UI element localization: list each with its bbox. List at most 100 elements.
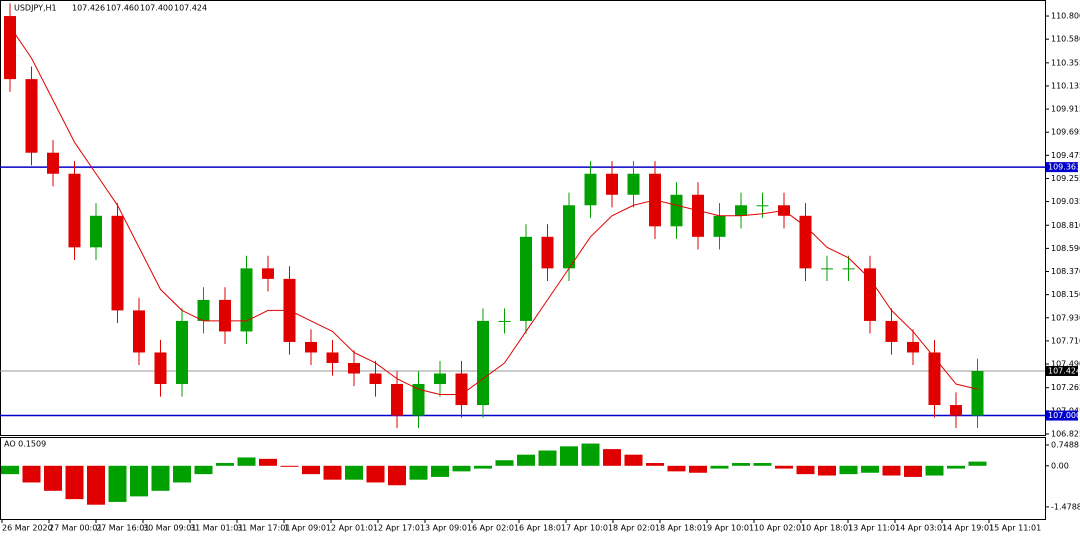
y-tick-label: 109.035 [1051, 197, 1080, 206]
ao-bar [667, 465, 686, 472]
candle-body [68, 173, 81, 248]
x-tick-label: 14 Apr 19:01 [942, 524, 994, 533]
candle-body [154, 352, 167, 385]
ao-bar [732, 463, 750, 466]
ao-bar [65, 465, 84, 500]
moving-average [9, 26, 978, 396]
price-label: 107.424 [1048, 366, 1080, 375]
candle-body [520, 236, 532, 321]
x-tick-label: 30 Mar 09:01 [143, 524, 196, 533]
ao-bar [194, 465, 213, 475]
candle-body [326, 352, 339, 363]
x-tick-label: 9 Apr 10:01 [707, 524, 754, 533]
ao-bar [818, 465, 836, 476]
x-tick-label: 2 Apr 01:01 [331, 524, 378, 533]
ao-bar [323, 465, 342, 480]
candle-body [584, 173, 597, 206]
ao-bar [947, 465, 965, 469]
x-tick-label: 1 Apr 09:01 [284, 524, 331, 533]
ao-bar [388, 465, 406, 486]
y-tick-label: 109.475 [1051, 151, 1080, 160]
header-quote: 107.460 [106, 4, 139, 13]
candle-body [197, 299, 210, 321]
ao-bar [968, 461, 987, 466]
ao-bar [775, 465, 793, 469]
x-tick-label: 8 Apr 18:01 [660, 524, 707, 533]
ao-bar [108, 465, 127, 502]
ao-bar [87, 465, 105, 505]
candle-body [455, 373, 468, 406]
ao-bar [237, 457, 256, 466]
y-tick-label: 109.255 [1051, 174, 1080, 183]
candle-body [670, 194, 683, 227]
x-tick-label: 10 Apr 02:01 [754, 524, 806, 533]
price-tag [1046, 365, 1078, 376]
ao-bar [151, 465, 170, 491]
y-tick-label: 109.695 [1051, 128, 1080, 137]
header-quote: 107.426 [72, 4, 105, 13]
level-tag [1046, 410, 1078, 421]
candle-body [692, 194, 704, 237]
ao-bar [839, 465, 858, 475]
ao-bar [409, 465, 428, 480]
candle-body [477, 320, 489, 406]
ao-bar [452, 465, 471, 472]
ao-bar [925, 465, 944, 476]
candle-body [25, 79, 38, 153]
ao-bar [796, 465, 815, 475]
candle-body [262, 268, 274, 279]
candle-body [885, 320, 898, 342]
ao-bar [603, 449, 621, 466]
y-tick-label: 0.00 [1051, 461, 1069, 470]
x-tick-label: 2 Apr 17:01 [378, 524, 425, 533]
ao-bar [366, 465, 385, 483]
y-tick-label: 108.370 [1051, 267, 1080, 276]
y-tick-label: 107.710 [1051, 336, 1080, 345]
x-tick-label: 3 Apr 09:01 [425, 524, 472, 533]
y-tick-label: 110.800 [1051, 12, 1080, 21]
candle-body [391, 384, 403, 416]
candle-body [971, 370, 984, 416]
ao-bar [538, 450, 557, 466]
y-tick-label: 106.825 [1051, 429, 1080, 438]
ao-bar [646, 463, 664, 466]
x-tick-label: 27 Mar 16:01 [96, 524, 149, 533]
candle-body [348, 362, 360, 374]
ao-bar [280, 465, 299, 467]
y-tick-label: 109.915 [1051, 105, 1080, 114]
candle-body [842, 268, 855, 270]
ao-bar [345, 465, 363, 480]
candle-body [821, 268, 833, 270]
candle-body [950, 405, 962, 416]
ao-bar [581, 443, 600, 466]
candle-body [111, 215, 124, 311]
candle-body [133, 310, 145, 353]
ao-bar [689, 465, 707, 473]
candle-body [864, 268, 876, 321]
ao-bar [710, 465, 729, 469]
y-tick-label: 107.930 [1051, 313, 1080, 322]
x-tick-label: 31 Mar 01:01 [190, 524, 243, 533]
candle-body [563, 205, 575, 269]
candle-body [498, 320, 511, 322]
y-tick-label: -1.4788 [1051, 502, 1080, 511]
ao-bar [624, 454, 643, 466]
ao-bar [753, 463, 772, 466]
candle-body [907, 341, 919, 353]
ao-bar [302, 465, 320, 475]
candle-body [713, 215, 726, 237]
ao-bar [495, 460, 514, 466]
indicator-title: AO 0.1509 [4, 440, 46, 449]
y-tick-label: 107.265 [1051, 383, 1080, 392]
x-tick-label: 26 Mar 2020 [2, 524, 53, 533]
ao-bar [22, 465, 41, 483]
ao-bar [173, 465, 191, 483]
ao-panel [0, 437, 1046, 520]
y-tick-label: 108.590 [1051, 244, 1080, 253]
candle-body [627, 173, 640, 195]
main-panel [0, 0, 1046, 436]
candle-body [928, 352, 941, 406]
level-label: 107.000 [1048, 411, 1080, 420]
candle-body [434, 373, 446, 385]
